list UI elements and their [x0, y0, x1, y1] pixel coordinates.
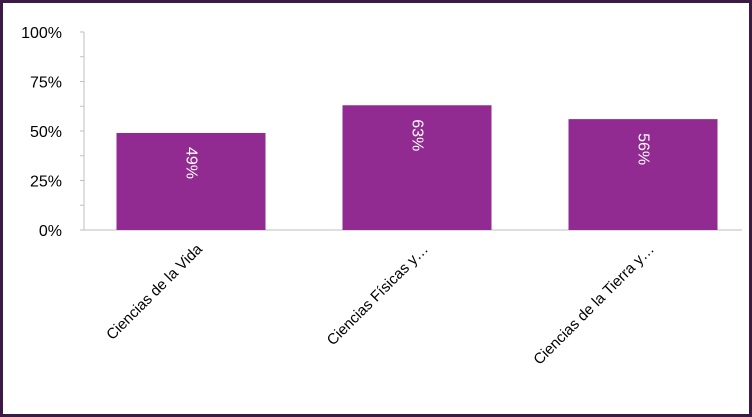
y-tick-label: 100% — [21, 25, 62, 42]
bar[interactable] — [568, 119, 718, 230]
data-label: 49% — [183, 147, 200, 179]
data-label: 56% — [635, 133, 652, 165]
bars — [116, 105, 718, 230]
x-tick-label: Ciencias de la Tierra y… — [530, 241, 658, 369]
bar[interactable] — [116, 132, 266, 230]
bar[interactable] — [342, 105, 492, 230]
x-tick-label: Ciencias Físicas y… — [324, 241, 432, 349]
y-tick-label: 50% — [30, 124, 62, 141]
x-tick-label: Ciencias de la Vida — [103, 240, 206, 343]
data-label: 63% — [409, 119, 426, 151]
y-tick-label: 75% — [30, 75, 62, 92]
y-tick-label: 0% — [39, 223, 62, 240]
y-tick-label: 25% — [30, 174, 62, 191]
